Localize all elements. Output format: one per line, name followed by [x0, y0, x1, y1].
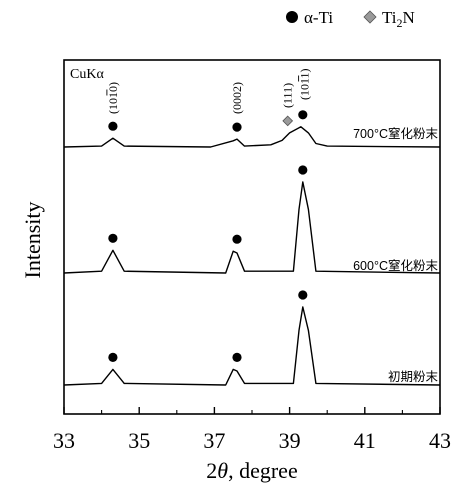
x-tick-label-0: 33	[53, 428, 75, 453]
peak-label-0: (1010)	[106, 82, 120, 114]
alpha-ti-marker-2-2	[298, 290, 308, 300]
series-line-1	[63, 181, 441, 274]
legend-alpha-ti-label: α-Ti	[304, 8, 333, 27]
series-label-0: 700°C窒化粉末	[353, 126, 438, 141]
alpha-ti-marker-0-0	[108, 121, 118, 131]
series-line-0	[63, 126, 441, 148]
alpha-ti-marker-1-0	[108, 233, 118, 243]
x-axis-label: 2θ, degree	[206, 458, 297, 483]
peak-label-2: (111)	[281, 83, 295, 108]
alpha-ti-marker-2-0	[108, 352, 118, 362]
x-tick-label-2: 37	[203, 428, 225, 453]
x-tick-label-5: 43	[429, 428, 451, 453]
peak-label-1: (0002)	[230, 82, 244, 114]
series-label-2: 初期粉末	[388, 369, 439, 384]
y-axis-label: Intensity	[20, 202, 45, 279]
source-label: CuKα	[70, 67, 104, 82]
x-tick-label-3: 39	[279, 428, 301, 453]
peak-label-3: (1011)	[298, 68, 312, 100]
alpha-ti-marker-0-1	[232, 122, 242, 132]
series-label-1: 600°C窒化粉末	[353, 258, 438, 273]
alpha-ti-marker-1-2	[298, 165, 308, 175]
plot-frame	[63, 59, 441, 415]
legend-ti2n-marker	[363, 10, 377, 24]
alpha-ti-marker-0-3	[298, 110, 308, 120]
series-line-2	[63, 306, 441, 386]
x-tick-label-4: 41	[354, 428, 376, 453]
alpha-ti-marker-2-1	[232, 352, 242, 362]
x-tick-label-1: 35	[128, 428, 150, 453]
alpha-ti-marker-1-1	[232, 234, 242, 244]
legend-ti2n-label: Ti2N	[382, 8, 415, 30]
legend-alpha-ti-marker	[286, 11, 298, 23]
ti2n-marker-0-2	[282, 115, 294, 127]
